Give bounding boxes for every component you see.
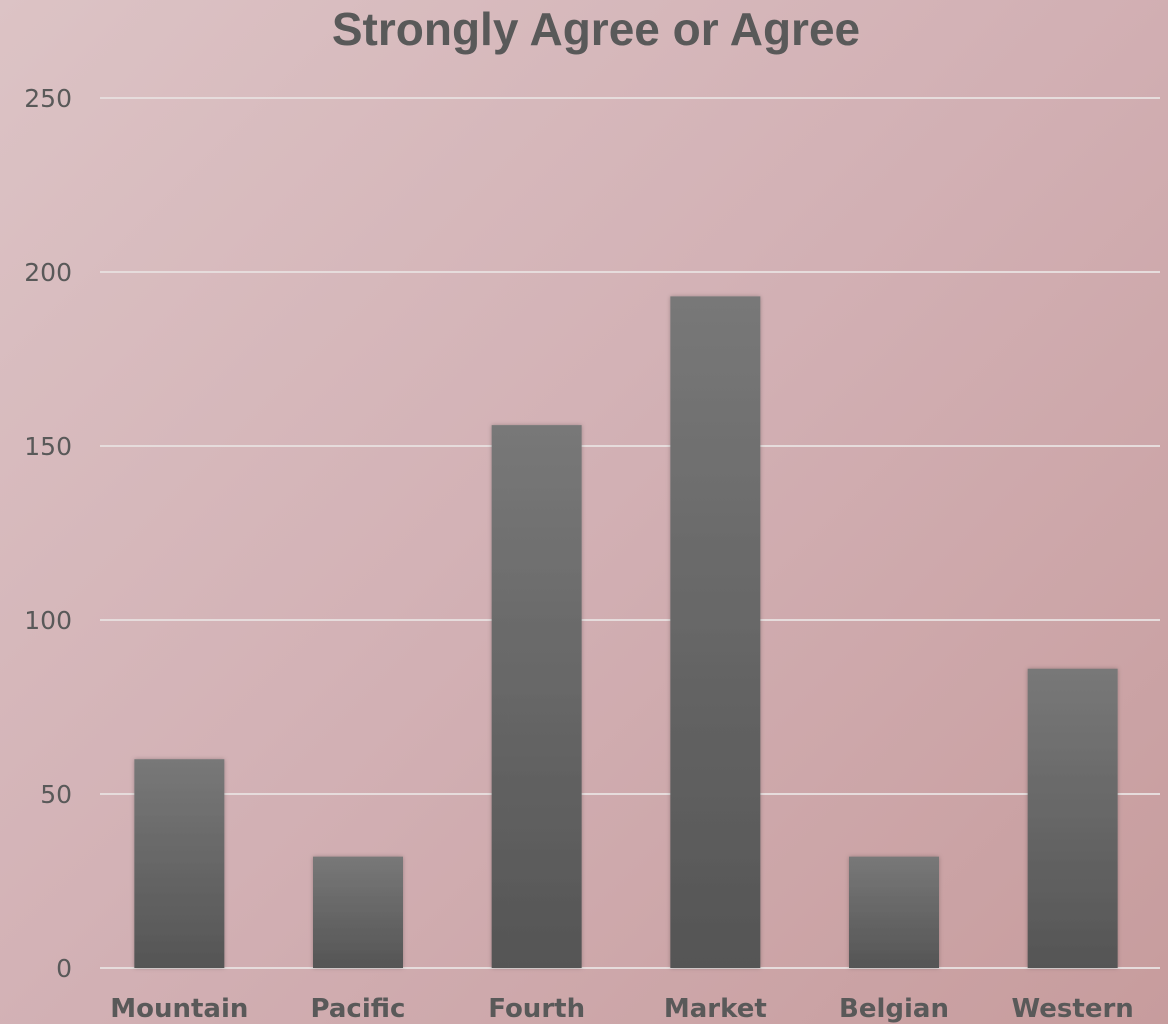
y-tick-label: 0 [56, 954, 72, 983]
y-tick-label: 50 [40, 780, 72, 809]
x-tick-label: Western [1012, 994, 1134, 1024]
x-tick-label: Fourth [488, 994, 585, 1024]
y-tick-label: 100 [24, 606, 72, 635]
x-tick-label: Pacific [311, 994, 406, 1024]
x-tick-label: Belgian [839, 994, 949, 1024]
y-tick-label: 250 [24, 84, 72, 113]
bar-fourth [491, 425, 582, 968]
y-tick-label: 150 [24, 432, 72, 461]
x-axis-ticks: Mountain Pacific Fourth Market Belgian Wester… [110, 994, 1134, 1024]
gridlines [100, 97, 1160, 969]
y-tick-label: 200 [24, 258, 72, 287]
bar-pacific [313, 856, 403, 968]
x-tick-label: Market [664, 994, 767, 1024]
bar-market [670, 296, 761, 968]
x-tick-label: Mountain [110, 994, 248, 1024]
y-axis-ticks: 0 50 100 150 200 250 [24, 84, 72, 983]
bars [134, 296, 1118, 968]
chart-title: Strongly Agree or Agree [332, 3, 860, 55]
bar-belgian [849, 856, 939, 968]
bar-mountain [134, 759, 225, 968]
bar-western [1027, 668, 1118, 968]
